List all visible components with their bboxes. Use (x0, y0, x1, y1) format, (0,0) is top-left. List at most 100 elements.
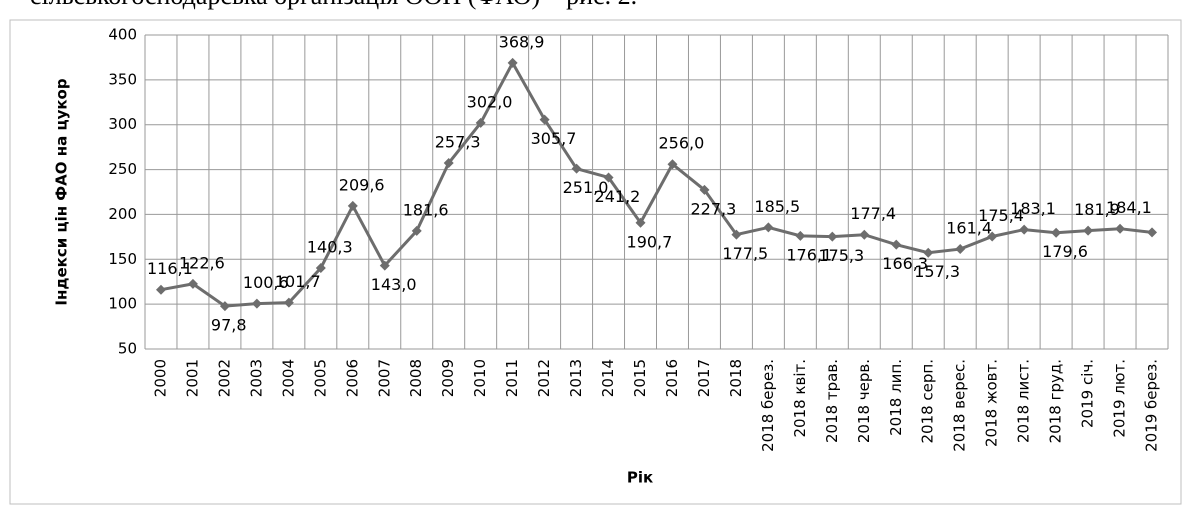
x-tick-label: 2004 (279, 359, 297, 397)
point-marker (219, 301, 230, 312)
point-marker (411, 225, 422, 236)
point-marker (475, 117, 486, 128)
caption: сільськогосподарська організація ООН (ФА… (30, 0, 637, 10)
x-tick-label: 2018 лип. (887, 359, 905, 436)
data-label: 161,4 (946, 219, 992, 238)
data-label: 181,6 (403, 200, 449, 219)
data-label: 157,3 (914, 262, 960, 281)
data-label: 143,0 (371, 275, 417, 294)
x-tick-label: 2018 черв. (855, 359, 873, 443)
point-marker (795, 230, 806, 241)
x-tick-label: 2000 (151, 359, 169, 397)
series-line (160, 59, 1153, 308)
x-tick-label: 2018 груд. (1047, 359, 1065, 443)
y-tick-label: 400 (108, 26, 137, 44)
x-tick-label: 2003 (247, 359, 265, 397)
point-marker (955, 244, 966, 255)
point-marker (1019, 224, 1030, 235)
y-tick-label: 300 (108, 115, 137, 133)
point-marker (379, 260, 390, 271)
data-label: 181,9 (1074, 200, 1120, 219)
point-marker (1115, 223, 1126, 234)
x-tick-label: 2018 лист. (1015, 359, 1033, 443)
data-label: 122,6 (179, 253, 225, 272)
x-tick-label: 2018 берез. (759, 359, 777, 452)
data-label: 209,6 (339, 175, 385, 194)
x-tick-label: 2005 (311, 359, 329, 397)
point-marker (187, 278, 198, 289)
x-tick-label: 2018 трав. (823, 359, 841, 443)
point-marker (891, 239, 902, 250)
x-tick-label: 2014 (599, 359, 617, 397)
point-marker (155, 284, 166, 295)
point-marker (827, 231, 838, 242)
x-axis-title: Рік (627, 469, 653, 487)
x-tick-label: 2001 (183, 359, 201, 397)
point-marker (283, 297, 294, 308)
data-label: 227,3 (690, 199, 736, 218)
x-tick-label: 2011 (503, 359, 521, 397)
point-marker (539, 114, 550, 125)
data-label: 175,4 (978, 206, 1024, 225)
x-tick-label: 2017 (695, 359, 713, 397)
point-marker (1051, 227, 1062, 238)
point-marker (667, 159, 678, 170)
x-tick-label: 2016 (663, 359, 681, 397)
point-marker (859, 229, 870, 240)
data-label: 257,3 (435, 133, 481, 152)
y-tick-label: 150 (108, 250, 137, 268)
data-label: 185,5 (754, 197, 800, 216)
data-label: 97,8 (211, 316, 247, 335)
point-marker (443, 158, 454, 169)
data-label: 305,7 (531, 129, 577, 148)
x-tick-label: 2019 лют. (1111, 359, 1129, 438)
x-tick-label: 2018 верес. (951, 359, 969, 452)
x-tick-label: 2018 (727, 359, 745, 397)
x-tick-label: 2009 (439, 359, 457, 397)
data-label: 177,5 (722, 244, 768, 263)
x-tick-label: 2019 берез. (1143, 359, 1161, 452)
x-tick-label: 2006 (343, 359, 361, 397)
point-marker (731, 229, 742, 240)
point-marker (603, 172, 614, 183)
x-tick-label: 2002 (215, 359, 233, 397)
point-marker (635, 217, 646, 228)
y-axis-title: Індекси цін ФАО на цукор (53, 78, 71, 305)
data-label: 140,3 (307, 237, 353, 256)
data-label: 184,1 (1106, 198, 1152, 217)
data-label: 100,6 (243, 273, 289, 292)
point-marker (315, 262, 326, 273)
data-label: 179,6 (1042, 242, 1088, 261)
x-tick-label: 2015 (631, 359, 649, 397)
chart-frame (9, 19, 1182, 505)
point-marker (1147, 227, 1158, 238)
point-marker (251, 298, 262, 309)
x-tick-label: 2013 (567, 359, 585, 397)
data-label: 241,2 (595, 187, 641, 206)
x-tick-label: 2012 (535, 359, 553, 397)
point-marker (987, 231, 998, 242)
point-marker (1083, 225, 1094, 236)
x-tick-label: 2007 (375, 359, 393, 397)
x-tick-label: 2018 квіт. (791, 359, 809, 438)
data-label: 101,7 (275, 272, 321, 291)
data-label: 251,0 (563, 178, 609, 197)
data-label: 166,3 (882, 254, 928, 273)
data-label: 368,9 (499, 32, 545, 51)
point-marker (507, 57, 518, 68)
point-marker (763, 222, 774, 233)
x-tick-label: 2010 (471, 359, 489, 397)
data-label: 256,0 (658, 134, 704, 153)
point-marker (571, 163, 582, 174)
y-tick-label: 250 (108, 160, 137, 178)
data-label: 176,1 (786, 245, 832, 264)
point-marker (347, 200, 358, 211)
point-marker (699, 184, 710, 195)
data-label: 177,4 (850, 204, 896, 223)
data-label: 175,3 (818, 246, 864, 265)
y-tick-label: 50 (118, 340, 137, 358)
point-marker (923, 247, 934, 258)
data-label: 116,1 (147, 259, 193, 278)
